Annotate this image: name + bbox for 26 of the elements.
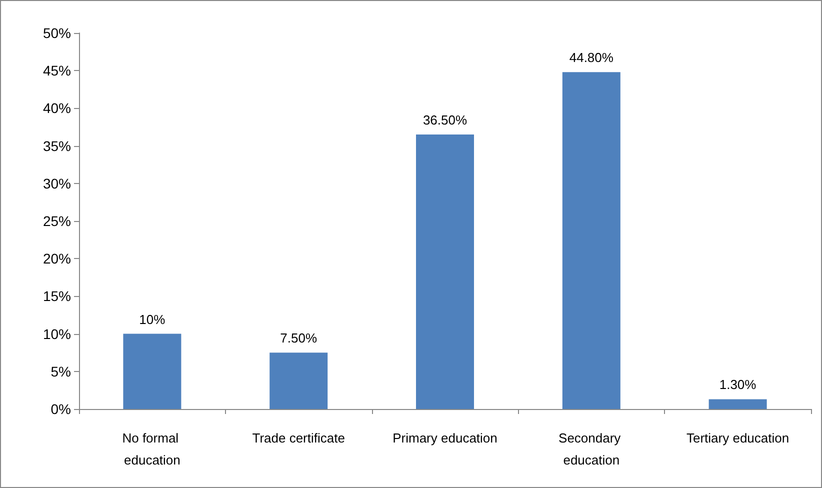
y-tick-label: 50%	[42, 25, 71, 41]
x-tick-label: Primary education	[392, 430, 498, 446]
y-tick-label: 5%	[50, 363, 71, 380]
y-tick-label: 25%	[42, 213, 71, 229]
x-tick-label: Secondary education	[558, 430, 624, 468]
data-label: 36.50%	[422, 112, 468, 128]
y-tick-label: 35%	[42, 138, 71, 154]
y-tick-label: 10%	[42, 326, 71, 342]
y-tick-label: 45%	[42, 62, 71, 79]
y-tick-label: 0%	[50, 401, 71, 417]
x-tick-label: Tertiary education	[686, 430, 790, 446]
data-label: 7.50%	[280, 330, 318, 346]
x-tick-label: Trade certificate	[252, 430, 345, 446]
x-tick-label: No formal education	[122, 430, 182, 468]
bar	[123, 334, 182, 409]
data-label: 44.80%	[569, 50, 614, 66]
y-tick-label: 20%	[42, 250, 71, 267]
bar	[562, 72, 620, 409]
y-tick-label: 30%	[42, 175, 71, 192]
data-label: 1.30%	[719, 377, 757, 392]
bar	[708, 399, 767, 409]
bar	[270, 352, 328, 409]
y-tick-label: 40%	[42, 100, 71, 116]
y-tick-label: 15%	[42, 288, 71, 304]
data-label: 10%	[139, 312, 166, 327]
bar	[416, 134, 474, 409]
